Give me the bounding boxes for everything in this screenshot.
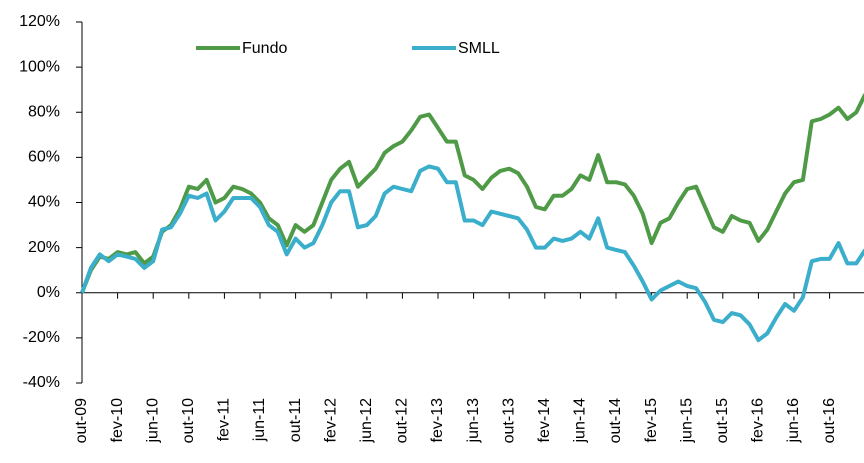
x-tick-label: out-16 bbox=[821, 398, 838, 443]
x-tick-label: jun-10 bbox=[144, 398, 161, 444]
x-tick-label: fev-16 bbox=[750, 398, 767, 443]
x-tick-label: out-11 bbox=[287, 398, 304, 442]
x-tick-label: out-10 bbox=[180, 398, 197, 443]
x-tick-label: jun-11 bbox=[251, 398, 268, 442]
x-tick-label: jun-13 bbox=[465, 398, 482, 444]
x-tick-label: fev-15 bbox=[643, 398, 660, 443]
x-tick-label: out-15 bbox=[714, 398, 731, 443]
x-tick-label: out-12 bbox=[394, 398, 411, 443]
x-tick-label: fev-13 bbox=[429, 398, 446, 443]
series-line bbox=[80, 164, 864, 343]
x-tick-label: jun-14 bbox=[572, 398, 589, 444]
series-line bbox=[80, 93, 864, 294]
y-tick-label: 0% bbox=[37, 284, 60, 301]
x-tick-label: out-09 bbox=[73, 398, 90, 443]
y-tick-label: 120% bbox=[19, 13, 60, 30]
x-tick-label: fev-14 bbox=[536, 398, 553, 443]
y-tick-label: 100% bbox=[19, 58, 60, 75]
x-tick-label: jun-16 bbox=[785, 398, 802, 444]
x-tick-label: fev-11 bbox=[216, 398, 233, 441]
y-tick-label: 80% bbox=[28, 103, 60, 120]
x-tick-label: out-14 bbox=[607, 398, 624, 443]
y-tick-label: 40% bbox=[28, 194, 60, 211]
y-tick-label: -20% bbox=[23, 329, 60, 346]
legend-label: Fundo bbox=[242, 40, 287, 57]
x-tick-label: out-13 bbox=[500, 398, 517, 443]
x-tick-label: fev-12 bbox=[322, 398, 339, 443]
legend-label: SMLL bbox=[458, 40, 500, 57]
x-tick-label: fev-10 bbox=[109, 398, 126, 443]
x-tick-label: jun-12 bbox=[358, 398, 375, 444]
y-tick-label: 20% bbox=[28, 239, 60, 256]
y-tick-label: 60% bbox=[28, 149, 60, 166]
x-tick-label: jun-15 bbox=[678, 398, 695, 444]
y-tick-label: -40% bbox=[23, 374, 60, 391]
